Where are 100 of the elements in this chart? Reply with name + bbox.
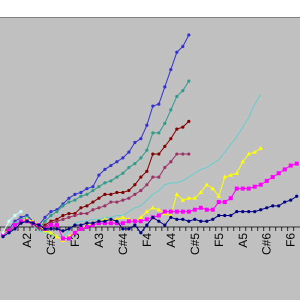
point	[133, 183, 136, 186]
point	[169, 216, 172, 219]
point	[79, 212, 83, 216]
point	[240, 186, 245, 191]
point	[108, 221, 113, 226]
point	[157, 131, 160, 135]
point	[163, 85, 166, 88]
point	[127, 227, 130, 231]
point	[282, 167, 287, 172]
point	[156, 207, 162, 212]
point	[181, 44, 184, 48]
point	[13, 227, 17, 231]
point	[283, 200, 286, 204]
point	[115, 190, 118, 194]
point	[85, 192, 89, 196]
point	[252, 150, 257, 154]
x-tick-label: F4	[140, 232, 154, 248]
point	[186, 210, 191, 214]
point	[294, 162, 299, 166]
point	[234, 186, 239, 191]
point	[150, 205, 156, 210]
point	[229, 214, 232, 218]
point	[276, 171, 281, 176]
point	[187, 79, 190, 83]
point	[181, 126, 184, 129]
point	[138, 215, 144, 219]
point	[174, 210, 179, 214]
point	[97, 174, 101, 177]
point	[109, 192, 112, 196]
point	[103, 168, 106, 171]
point	[91, 188, 95, 192]
point	[55, 227, 59, 231]
point	[204, 182, 209, 186]
point	[216, 194, 221, 198]
point	[144, 217, 149, 222]
point	[133, 223, 136, 227]
point	[145, 148, 148, 152]
point	[103, 192, 106, 196]
point	[19, 210, 23, 214]
point	[115, 160, 118, 164]
point	[228, 196, 233, 200]
point	[91, 185, 95, 188]
point	[145, 124, 148, 127]
point	[48, 223, 53, 228]
point	[139, 137, 142, 140]
point	[151, 152, 154, 156]
point	[163, 144, 166, 148]
point	[67, 216, 71, 219]
point	[186, 196, 192, 200]
point	[139, 156, 142, 160]
point	[157, 220, 160, 223]
point	[43, 220, 47, 223]
point	[187, 152, 190, 156]
point	[288, 164, 293, 168]
point	[175, 50, 178, 54]
point	[271, 204, 274, 208]
point	[79, 223, 83, 227]
point	[121, 156, 124, 160]
point	[91, 208, 95, 212]
point	[79, 190, 83, 194]
point	[259, 208, 262, 212]
point	[168, 210, 173, 214]
point	[133, 192, 136, 196]
point	[277, 204, 280, 208]
point	[67, 200, 71, 204]
point	[163, 223, 166, 227]
point	[67, 212, 71, 216]
point	[258, 146, 263, 150]
point	[175, 218, 178, 221]
point	[85, 187, 89, 190]
point	[79, 194, 83, 198]
point	[145, 223, 148, 227]
point	[115, 200, 118, 204]
point	[43, 216, 47, 219]
x-tick-label: A3	[92, 232, 106, 248]
point	[121, 190, 124, 194]
point	[295, 194, 298, 198]
point	[109, 164, 112, 168]
point	[181, 89, 184, 92]
point	[217, 214, 220, 218]
point	[126, 219, 131, 224]
point	[223, 214, 226, 218]
x-tick-label: A2	[20, 232, 34, 248]
point	[192, 208, 197, 212]
point	[73, 198, 77, 202]
point	[264, 178, 269, 183]
point	[265, 206, 268, 210]
point	[91, 200, 95, 204]
point	[192, 196, 198, 200]
point	[97, 185, 101, 188]
point	[174, 192, 180, 196]
point	[54, 223, 59, 228]
point	[61, 229, 65, 232]
point	[97, 196, 101, 200]
point	[180, 210, 185, 214]
point	[222, 174, 227, 179]
point	[73, 223, 77, 227]
point	[169, 137, 172, 140]
point	[222, 200, 227, 204]
point	[103, 181, 106, 184]
